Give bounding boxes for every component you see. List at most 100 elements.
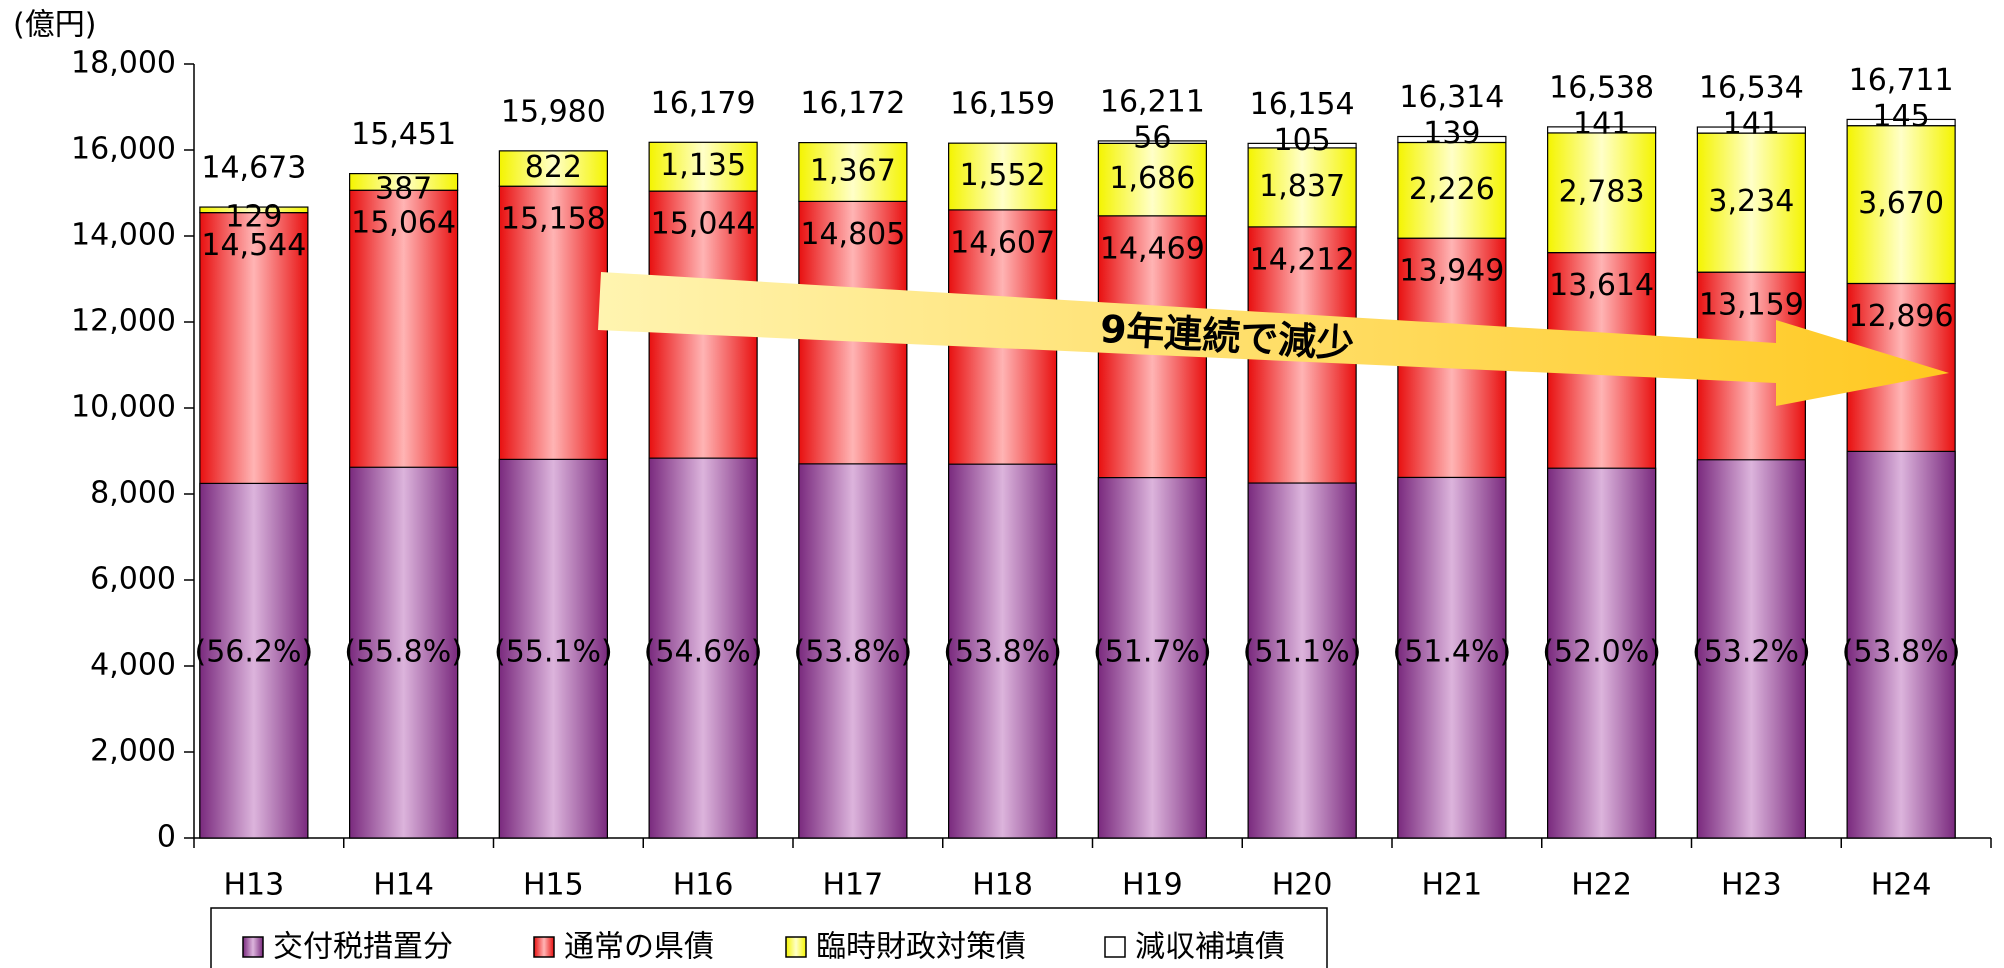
value-label: 387 — [375, 171, 432, 206]
bar-grant — [349, 466, 459, 839]
bar-temporary — [1696, 132, 1806, 273]
x-tick-label: H24 — [1871, 868, 1932, 903]
x-tick-label: H14 — [373, 868, 434, 903]
total-label: 16,159 — [950, 87, 1055, 122]
value-label: 14,805 — [800, 217, 905, 252]
bar-temporary — [498, 150, 608, 187]
legend-swatch — [533, 936, 555, 958]
bar-temporary — [1097, 142, 1207, 217]
bar-compensation — [1547, 126, 1657, 134]
x-tick-label: H23 — [1721, 868, 1782, 903]
value-label: 822 — [525, 150, 582, 185]
y-tick-label: 14,000 — [71, 218, 176, 253]
y-tick-label: 2,000 — [90, 734, 176, 769]
share-label: (55.8%) — [344, 635, 463, 670]
value-label: 15,064 — [351, 206, 456, 241]
y-tick-label: 6,000 — [90, 562, 176, 597]
bar-grant — [1846, 450, 1956, 839]
value-label: 12,896 — [1849, 299, 1954, 334]
y-axis-label: (億円) — [13, 8, 96, 43]
value-label: 15,044 — [651, 207, 756, 242]
value-label: 1,686 — [1109, 161, 1195, 196]
value-label: 2,226 — [1409, 172, 1495, 207]
value-label: 14,469 — [1100, 231, 1205, 266]
y-tick-label: 10,000 — [71, 390, 176, 425]
value-label: 129 — [225, 199, 282, 234]
bar-compensation — [1696, 126, 1806, 134]
bar-grant — [798, 463, 908, 839]
x-tick-label: H19 — [1122, 868, 1183, 903]
y-tick-label: 8,000 — [90, 476, 176, 511]
total-label: 16,179 — [651, 86, 756, 121]
bar-temporary — [1547, 132, 1657, 254]
bar-temporary — [199, 206, 309, 214]
bar-temporary — [349, 173, 459, 191]
value-label: 13,614 — [1549, 268, 1654, 303]
bar-grant — [648, 457, 758, 839]
bar-temporary — [648, 141, 758, 192]
share-label: (53.8%) — [1842, 635, 1961, 670]
value-label: 3,234 — [1708, 184, 1794, 219]
bar-compensation — [1247, 142, 1357, 149]
value-label: 14,212 — [1250, 242, 1355, 277]
x-tick-label: H13 — [224, 868, 285, 903]
value-label: 139 — [1423, 116, 1480, 151]
bar-compensation — [1846, 118, 1956, 127]
y-tick-label: 0 — [157, 820, 176, 855]
total-label: 16,172 — [800, 86, 905, 121]
legend-swatch — [242, 936, 264, 958]
value-label: 141 — [1573, 106, 1630, 141]
total-label: 16,154 — [1250, 87, 1355, 122]
value-label: 14,544 — [201, 228, 306, 263]
x-tick-label: H21 — [1422, 868, 1483, 903]
share-label: (53.8%) — [943, 635, 1062, 670]
x-tick-label: H22 — [1571, 868, 1632, 903]
x-tick-label: H17 — [823, 868, 884, 903]
value-label: 105 — [1273, 123, 1330, 158]
share-label: (53.2%) — [1692, 635, 1811, 670]
value-label: 3,670 — [1858, 186, 1944, 221]
bar-compensation — [1397, 135, 1507, 144]
y-tick-label: 16,000 — [71, 132, 176, 167]
bar-grant — [1097, 477, 1207, 839]
value-label: 13,159 — [1699, 288, 1804, 323]
x-tick-label: H15 — [523, 868, 584, 903]
value-label: 1,552 — [960, 158, 1046, 193]
bar-compensation — [1097, 140, 1207, 144]
total-label: 14,673 — [201, 151, 306, 186]
legend-label: 臨時財政対策債 — [816, 930, 1026, 965]
bar-grant — [1247, 482, 1357, 839]
total-label: 15,451 — [351, 117, 456, 152]
y-tick-label: 18,000 — [71, 46, 176, 81]
x-tick-label: H20 — [1272, 868, 1333, 903]
legend-label: 通常の県債 — [564, 930, 714, 965]
bar-grant — [1547, 467, 1657, 839]
share-label: (54.6%) — [644, 635, 763, 670]
x-tick-label: H18 — [972, 868, 1033, 903]
value-label: 15,158 — [501, 202, 606, 237]
value-label: 1,135 — [660, 148, 746, 183]
bar-grant — [948, 463, 1058, 839]
bar-grant — [1397, 476, 1507, 839]
legend-label: 減収補填債 — [1135, 930, 1285, 965]
value-label: 1,837 — [1259, 169, 1345, 204]
x-tick-label: H16 — [673, 868, 734, 903]
total-label: 16,211 — [1100, 84, 1205, 119]
share-label: (51.1%) — [1243, 635, 1362, 670]
bar-grant — [498, 458, 608, 839]
value-label: 14,607 — [950, 225, 1055, 260]
value-label: 2,783 — [1559, 174, 1645, 209]
total-label: 16,711 — [1849, 63, 1954, 98]
plot: 0 2,000 4,000 6,000 8,000 10,000 12,000 14,000 1… — [71, 46, 1992, 903]
share-label: (56.2%) — [195, 635, 314, 670]
bar-temporary — [1247, 147, 1357, 228]
legend-label: 交付税措置分 — [273, 930, 453, 965]
value-label: 141 — [1723, 107, 1780, 142]
value-label: 1,367 — [810, 153, 896, 188]
bar-temporary — [1846, 125, 1956, 285]
share-label: (51.4%) — [1393, 635, 1512, 670]
value-label: 13,949 — [1399, 254, 1504, 289]
y-tick-label: 4,000 — [90, 648, 176, 683]
total-label: 16,538 — [1549, 70, 1654, 105]
